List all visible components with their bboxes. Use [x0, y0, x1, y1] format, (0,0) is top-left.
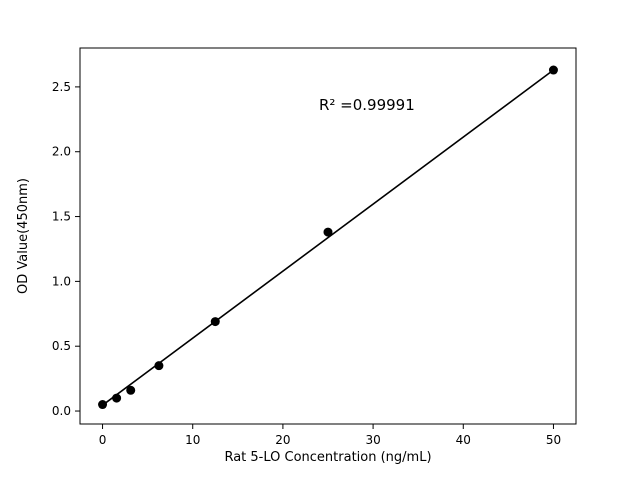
fit-line: [102, 69, 554, 406]
y-tick-label: 0.5: [52, 339, 71, 353]
y-axis-label: OD Value(450nm): [16, 178, 31, 294]
data-point: [548, 65, 558, 75]
x-tick-label: 10: [185, 433, 200, 447]
y-tick-label: 0.0: [52, 404, 71, 418]
data-point: [112, 393, 122, 403]
data-point: [323, 227, 333, 237]
data-point: [210, 317, 220, 327]
data-point: [126, 385, 136, 395]
x-tick-label: 50: [546, 433, 561, 447]
x-tick-label: 40: [456, 433, 471, 447]
data-point: [154, 361, 164, 371]
x-tick-label: 20: [275, 433, 290, 447]
plot-layer: 0 10 20 30 40 50 0.0 0.5 1.0 1.5 2.0 2.5: [52, 47, 577, 447]
y-tick-label: 1.5: [52, 210, 71, 224]
x-tick-label: 0: [99, 433, 107, 447]
r-squared-annotation: R² =0.99991: [319, 96, 415, 114]
x-tick-label: 30: [365, 433, 380, 447]
data-point: [98, 400, 108, 410]
y-tick-label: 2.0: [52, 145, 71, 159]
x-axis-label: Rat 5-LO Concentration (ng/mL): [224, 450, 431, 465]
y-tick-label: 1.0: [52, 274, 71, 288]
y-tick-label: 2.5: [52, 80, 71, 94]
